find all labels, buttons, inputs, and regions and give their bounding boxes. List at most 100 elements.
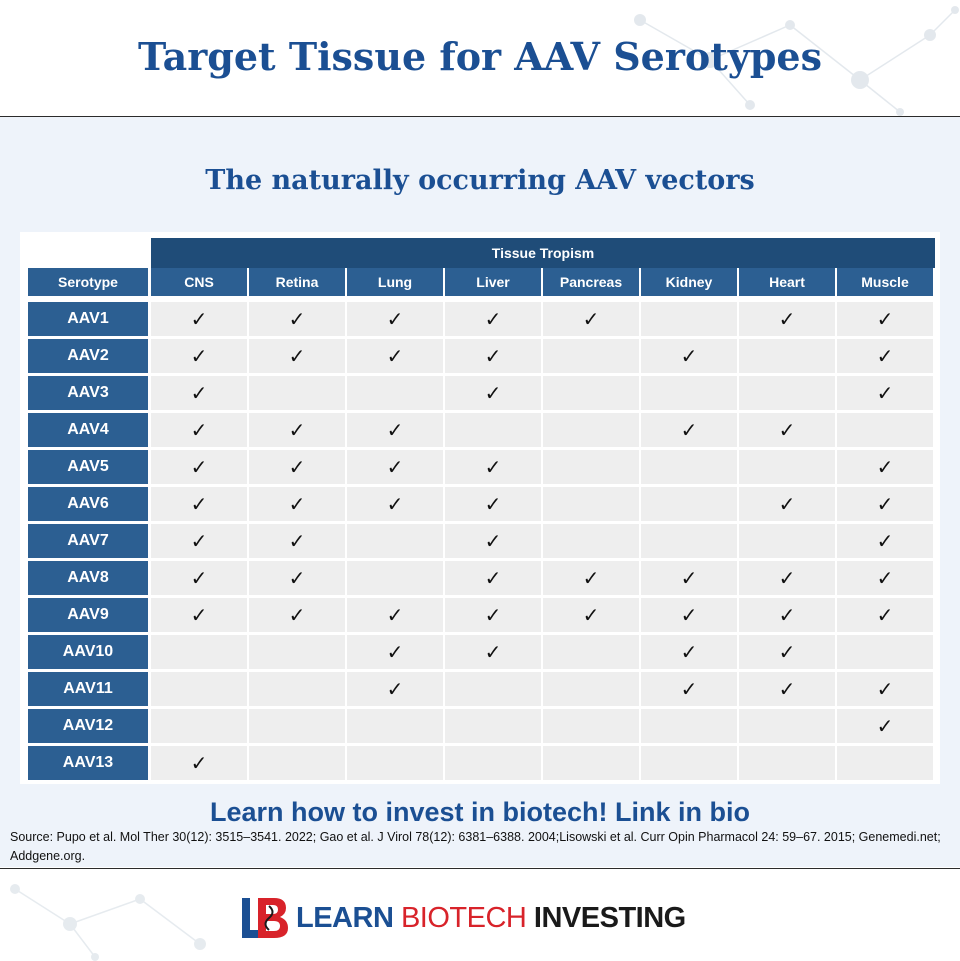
empty-cell [641,487,737,521]
header-bar: Target Tissue for AAV Serotypes [0,0,960,117]
empty-cell [837,746,933,780]
row-label-aav6: AAV6 [28,487,148,521]
check-icon: ✓ [641,672,737,706]
tissue-tropism-header: Tissue Tropism [151,238,935,268]
row-label-aav8: AAV8 [28,561,148,595]
check-icon: ✓ [249,339,345,373]
check-icon: ✓ [249,598,345,632]
empty-cell [445,413,541,447]
check-icon: ✓ [249,413,345,447]
column-header-heart: Heart [739,268,835,296]
empty-cell [543,339,639,373]
check-icon: ✓ [445,524,541,558]
empty-cell [543,376,639,410]
row-label-aav12: AAV12 [28,709,148,743]
molecule-network-decoration [10,884,206,961]
check-icon: ✓ [249,450,345,484]
brand-logo: LEARN BIOTECH INVESTING [238,896,686,940]
check-icon: ✓ [445,561,541,595]
empty-cell [445,746,541,780]
empty-cell [641,376,737,410]
check-icon: ✓ [641,635,737,669]
footer-bar [0,868,960,961]
row-label-aav5: AAV5 [28,450,148,484]
check-icon: ✓ [837,672,933,706]
check-icon: ✓ [837,709,933,743]
empty-cell [543,524,639,558]
empty-cell [641,302,737,336]
check-icon: ✓ [445,376,541,410]
empty-cell [641,450,737,484]
column-header-kidney: Kidney [641,268,737,296]
empty-cell [739,524,835,558]
check-icon: ✓ [347,302,443,336]
empty-cell [249,709,345,743]
empty-cell [739,746,835,780]
check-icon: ✓ [739,487,835,521]
check-icon: ✓ [151,376,247,410]
check-icon: ✓ [543,302,639,336]
check-icon: ✓ [445,598,541,632]
column-header-lung: Lung [347,268,443,296]
check-icon: ✓ [151,598,247,632]
tropism-table: Tissue Tropism Serotype CNS Retina Lung Liv… [20,232,940,784]
empty-cell [543,746,639,780]
column-header-muscle: Muscle [837,268,933,296]
logo-word-investing: INVESTING [533,901,686,934]
row-label-aav3: AAV3 [28,376,148,410]
empty-cell [543,635,639,669]
check-icon: ✓ [445,635,541,669]
empty-cell [151,635,247,669]
empty-cell [641,746,737,780]
check-icon: ✓ [151,746,247,780]
empty-cell [739,450,835,484]
check-icon: ✓ [837,450,933,484]
empty-cell [249,376,345,410]
row-label-aav7: AAV7 [28,524,148,558]
empty-cell [837,635,933,669]
check-icon: ✓ [445,339,541,373]
logo-word-biotech: BIOTECH [400,901,527,934]
logo-word-learn: LEARN [296,901,394,934]
molecule-network-decoration [634,6,959,116]
check-icon: ✓ [837,339,933,373]
check-icon: ✓ [641,561,737,595]
check-icon: ✓ [347,450,443,484]
source-citation: Source: Pupo et al. Mol Ther 30(12): 351… [10,830,941,863]
empty-cell [347,376,443,410]
row-label-aav10: AAV10 [28,635,148,669]
check-icon: ✓ [151,561,247,595]
check-icon: ✓ [445,487,541,521]
empty-cell [739,339,835,373]
empty-cell [543,487,639,521]
row-label-aav2: AAV2 [28,339,148,373]
check-icon: ✓ [249,302,345,336]
check-icon: ✓ [445,450,541,484]
check-icon: ✓ [837,487,933,521]
empty-cell [249,672,345,706]
check-icon: ✓ [347,635,443,669]
empty-cell [543,413,639,447]
check-icon: ✓ [249,524,345,558]
empty-cell [543,709,639,743]
check-icon: ✓ [543,598,639,632]
check-icon: ✓ [641,598,737,632]
check-icon: ✓ [739,413,835,447]
logo-wordmark: LEARN BIOTECH INVESTING [296,902,686,935]
check-icon: ✓ [347,672,443,706]
check-icon: ✓ [739,561,835,595]
check-icon: ✓ [837,376,933,410]
row-label-aav1: AAV1 [28,302,148,336]
row-label-aav13: AAV13 [28,746,148,780]
empty-cell [445,672,541,706]
empty-cell [347,561,443,595]
empty-cell [641,709,737,743]
check-icon: ✓ [151,302,247,336]
column-header-pancreas: Pancreas [543,268,639,296]
row-label-aav11: AAV11 [28,672,148,706]
row-label-aav9: AAV9 [28,598,148,632]
check-icon: ✓ [739,672,835,706]
empty-cell [641,524,737,558]
empty-cell [347,709,443,743]
empty-cell [347,746,443,780]
